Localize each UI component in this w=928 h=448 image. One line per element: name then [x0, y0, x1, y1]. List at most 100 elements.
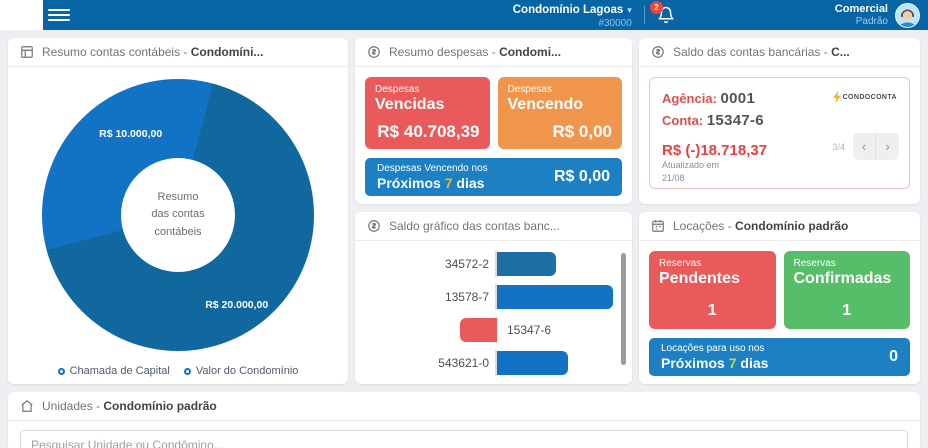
notifications-button[interactable]: 2 [649, 1, 675, 24]
profile-menu[interactable]: Comercial Padrão [834, 2, 920, 28]
card-title: Saldo gráfico das contas banc... [389, 219, 560, 233]
legend-item-valor-condominio[interactable]: Valor do Condomínio [183, 365, 298, 377]
updated-at-label: Atualizado em [662, 159, 720, 170]
bank-logo-text: CONDOCONTA [842, 93, 897, 101]
chevron-down-icon: ▾ [627, 5, 632, 16]
card-title: Resumo despesas - Condomi... [389, 45, 562, 59]
home-icon [20, 399, 34, 413]
prev-account-button[interactable]: ‹ [853, 133, 876, 160]
calendar-icon [651, 219, 665, 233]
bank-account-panel: Agência: 0001 Conta: 15347-6 R$ (-)18.71… [649, 77, 910, 189]
highlight-7: 7 [444, 174, 453, 191]
ledger-icon [20, 45, 34, 59]
chevron-left-icon: ‹ [861, 139, 867, 154]
profile-name: Comercial [834, 2, 888, 15]
account-pager: 3/4 ‹ › [832, 133, 899, 160]
updated-at-date: 21/08 [662, 173, 685, 183]
tile-label-small: Reservas [659, 258, 702, 269]
account-balance: R$ (-)18.718,37 [662, 141, 768, 159]
tile-despesas-vencidas: Despesas Vencidas R$ 40.708,39 [365, 77, 490, 149]
card-saldo-bancario-header: Saldo das contas bancárias - C... [639, 38, 920, 67]
bar-row: 15347-6 [355, 317, 618, 343]
condo-name: Condomínio Lagoas [512, 4, 624, 17]
tile-label-big: Vencendo [507, 96, 584, 113]
tile-reservas-pendentes: Reservas Pendentes 1 [649, 251, 776, 329]
bar-category-label: 13578-7 [444, 290, 489, 304]
card-saldo-grafico-header: Saldo gráfico das contas banc... [355, 212, 632, 241]
legend-item-chamada-capital[interactable]: Chamada de Capital [57, 365, 170, 377]
card-resumo-despesas: Resumo despesas - Condomi... Despesas Ve… [355, 38, 632, 204]
donut-center-line: contábeis [154, 225, 202, 238]
bank-balance-bar-chart: 34572-2 13578-7 15347-6 543621-0 [355, 241, 632, 376]
dashboard-grid: Resumo contas contábeis - Condomíni... R… [8, 38, 920, 384]
bar [497, 351, 568, 375]
bar-category-label: 15347-6 [507, 323, 552, 337]
bar [460, 318, 497, 342]
tile-label-small: Locações para uso nos [661, 343, 765, 355]
tile-label-small: Despesas [507, 84, 552, 95]
donut-center: Resumo das contas contábeis [121, 158, 235, 272]
tile-label-small: Despesas [375, 84, 420, 95]
legend-dot-icon [183, 367, 191, 375]
money-circle-icon [367, 219, 381, 233]
navbar-left-gap [0, 0, 43, 30]
card-title: Unidades - Condomínio padrão [42, 399, 217, 413]
profile-role: Padrão [855, 15, 888, 27]
card-title: Resumo contas contábeis - Condomíni... [42, 45, 264, 59]
donut-slice-label-1: R$ 10.000,00 [99, 127, 163, 140]
bank-logo-icon [832, 91, 841, 103]
card-contas-contabeis: Resumo contas contábeis - Condomíni... R… [8, 38, 348, 384]
agencia-line: Agência: 0001 [662, 90, 756, 107]
navbar-divider [643, 6, 645, 24]
card-locacoes-header: Locações - Condomínio padrão [639, 212, 920, 241]
tile-label-big: Confirmadas [793, 270, 892, 287]
card-unidades: Unidades - Condomínio padrão [8, 392, 920, 448]
navbar: Condomínio Lagoas ▾ #30000 2 Comercial Pa… [0, 0, 928, 30]
bar-row: 543621-0 [355, 350, 618, 376]
tile-count: 1 [707, 302, 717, 319]
tile-despesas-proximos-7-dias: Despesas Vencendo nos Próximos 7 dias R$… [365, 158, 622, 196]
bar-row: 34572-2 [355, 251, 618, 277]
coin-icon [367, 45, 381, 59]
tile-locacoes-proximos-7-dias: Locações para uso nos Próximos 7 dias 0 [649, 338, 910, 376]
bar [497, 285, 613, 309]
legend-dot-icon [57, 367, 65, 375]
card-saldo-contas-bancarias: Saldo das contas bancárias - C... Agênci… [639, 38, 920, 204]
donut-center-line: das contas [151, 208, 205, 221]
card-locacoes: Locações - Condomínio padrão Reservas Pe… [639, 212, 920, 384]
donut-center-line: Resumo [157, 191, 199, 204]
donut-chart: Resumo das contas contábeis R$ 10.000,00… [42, 79, 314, 351]
bank-logo: CONDOCONTA [832, 91, 897, 103]
card-saldo-grafico: Saldo gráfico das contas banc... 34572-2… [355, 212, 632, 384]
page-indicator: 3/4 [832, 141, 845, 152]
card-unidades-header: Unidades - Condomínio padrão [8, 392, 920, 421]
tile-amount: R$ 40.708,39 [377, 122, 480, 141]
bar-category-label: 543621-0 [438, 356, 489, 370]
condo-selector[interactable]: Condomínio Lagoas ▾ #30000 [513, 0, 632, 30]
card-contas-contabeis-header: Resumo contas contábeis - Condomíni... [8, 38, 348, 67]
card-title: Saldo das contas bancárias - C... [673, 45, 850, 59]
condo-code: #30000 [598, 18, 632, 30]
tile-despesas-vencendo: Despesas Vencendo R$ 0,00 [497, 77, 622, 149]
tile-count: 1 [842, 302, 852, 319]
tile-reservas-confirmadas: Reservas Confirmadas 1 [783, 251, 910, 329]
conta-line: Conta: 15347-6 [662, 111, 764, 129]
bar-row: 13578-7 [355, 284, 618, 310]
notification-badge: 2 [649, 1, 663, 14]
tile-amount: R$ 0,00 [553, 168, 610, 185]
highlight-7: 7 [728, 354, 737, 371]
tile-label-small: Reservas [793, 258, 836, 269]
chart-scrollbar[interactable] [621, 253, 626, 365]
next-account-button[interactable]: › [876, 133, 899, 160]
search-unit-input[interactable] [20, 430, 908, 448]
bar-category-label: 34572-2 [444, 257, 489, 271]
tile-count: 0 [889, 348, 898, 365]
money-circle-icon [651, 45, 665, 59]
hamburger-menu-icon[interactable] [48, 6, 70, 24]
bar [497, 252, 556, 276]
tile-label-big: Vencidas [375, 96, 445, 113]
tile-label-big: Próximos 7 dias [377, 174, 485, 191]
tile-label-small: Despesas Vencendo nos [377, 163, 488, 175]
chevron-right-icon: › [885, 139, 890, 154]
donut-legend: Chamada de Capital Valor do Condomínio [8, 365, 348, 377]
